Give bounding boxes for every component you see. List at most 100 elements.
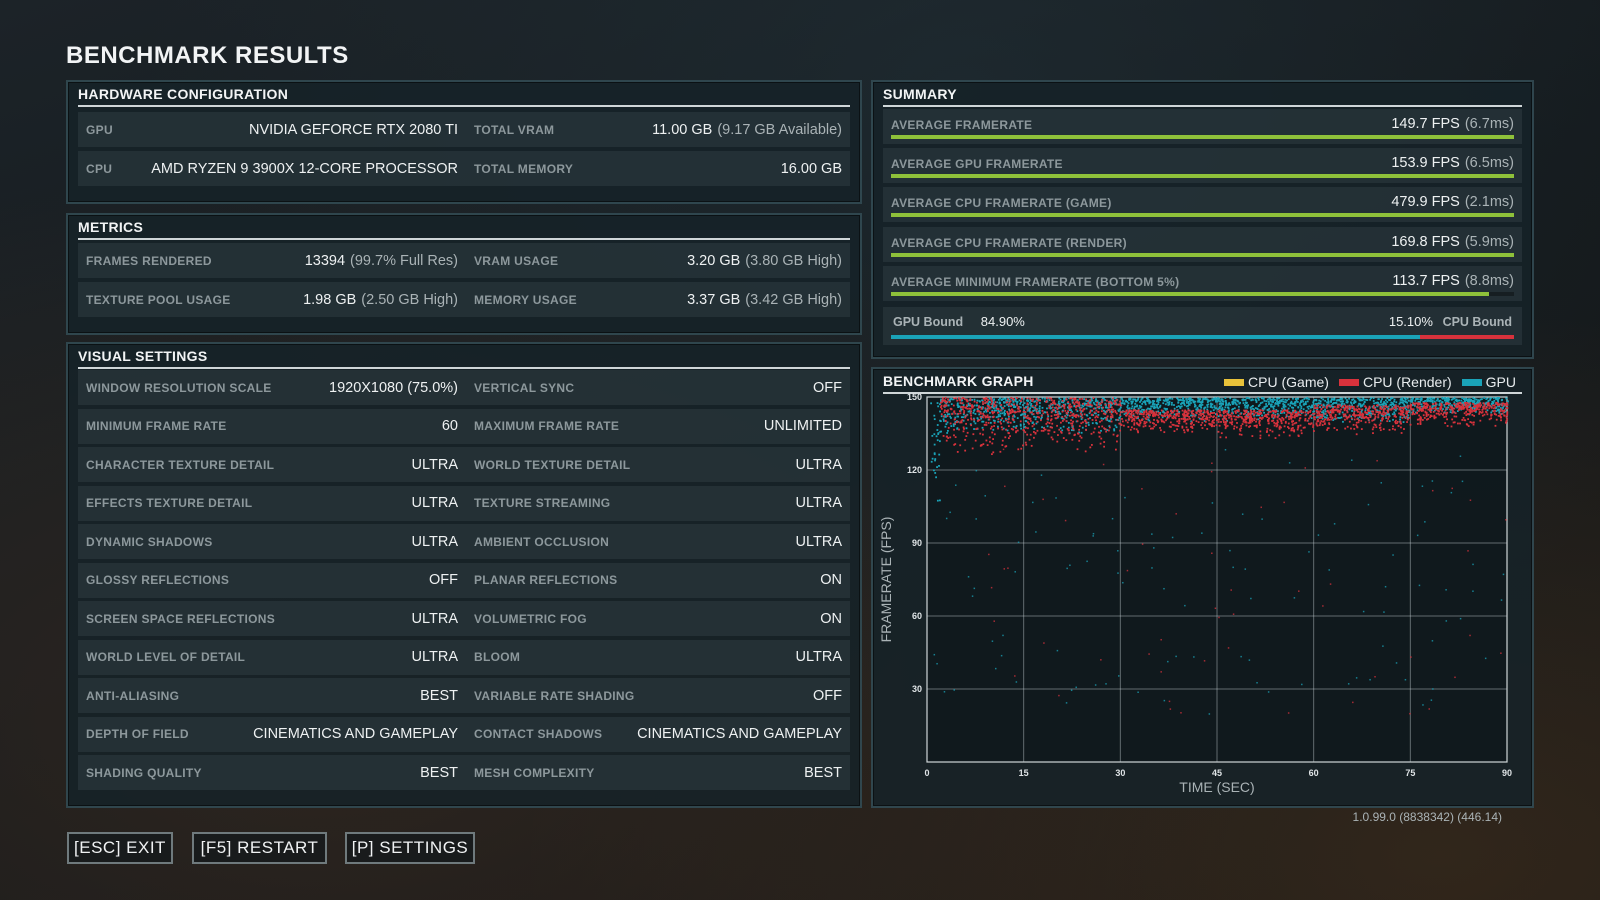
data-point-gpu [1147, 398, 1150, 401]
data-point-gpu [1375, 402, 1377, 404]
hardware-value: NVIDIA GEFORCE RTX 2080 TI [249, 112, 458, 147]
data-point-cpu-render [1100, 437, 1103, 440]
data-point-gpu [1479, 398, 1482, 401]
data-point-outlier [933, 653, 936, 656]
data-point-gpu [1153, 407, 1155, 409]
x-tick-label: 45 [1212, 768, 1222, 778]
data-point-cpu-render [1339, 404, 1341, 407]
data-point-gpu [1059, 427, 1062, 430]
data-point-cpu-render [1481, 414, 1484, 417]
data-point-gpu [1215, 397, 1218, 400]
data-point-gpu [973, 408, 976, 411]
data-point-cpu-render [1169, 413, 1171, 416]
data-point-gpu [1472, 397, 1475, 399]
data-point-cpu-render [1152, 414, 1154, 417]
data-point-gpu [936, 466, 938, 468]
data-point-cpu-render [1375, 426, 1378, 428]
data-point-cpu-render [1058, 428, 1061, 431]
data-point-cpu-render [1050, 436, 1053, 439]
data-point-cpu-render [1297, 411, 1300, 414]
data-point-gpu [1463, 398, 1466, 400]
data-point-cpu-render [1488, 407, 1491, 410]
data-point-gpu [1272, 406, 1275, 408]
data-point-outlier [1362, 610, 1365, 613]
data-point-cpu-render [1458, 407, 1461, 410]
data-point-cpu-render [1071, 438, 1074, 441]
data-point-cpu-render [1445, 406, 1448, 409]
data-point-cpu-render [1190, 425, 1193, 428]
data-point-cpu-render [1114, 409, 1117, 412]
data-point-gpu [1492, 397, 1495, 399]
data-point-cpu-render [947, 426, 950, 429]
data-point-outlier [1208, 713, 1211, 715]
data-point-gpu [1035, 422, 1038, 425]
data-point-outlier [1287, 712, 1290, 714]
data-point-cpu-render [1299, 414, 1302, 416]
data-point-gpu [1350, 401, 1352, 404]
data-point-cpu-render [1344, 427, 1347, 430]
data-point-cpu-render [982, 412, 985, 415]
data-point-cpu-render [1312, 413, 1314, 415]
data-point-gpu [1147, 407, 1149, 410]
data-point-outlier [1256, 682, 1258, 684]
data-point-cpu-render [1208, 413, 1211, 416]
data-point-gpu [1207, 399, 1209, 402]
data-point-gpu [956, 404, 959, 407]
data-point-gpu [1259, 402, 1262, 405]
data-point-cpu-render [978, 410, 981, 413]
data-point-cpu-render [1273, 421, 1276, 424]
data-point-cpu-render [1142, 415, 1145, 418]
data-point-gpu [1429, 400, 1432, 403]
data-point-gpu [1396, 407, 1398, 410]
data-point-cpu-render [1166, 411, 1169, 414]
exit-button[interactable]: [ESC] EXIT [67, 832, 173, 864]
data-point-cpu-render [1072, 401, 1075, 404]
data-point-gpu [1345, 401, 1348, 404]
data-point-gpu [1080, 418, 1083, 420]
setting-value: ULTRA [796, 524, 842, 559]
data-point-gpu [1473, 400, 1476, 403]
data-point-cpu-render [1425, 402, 1428, 405]
data-point-cpu-render [1492, 404, 1494, 407]
data-point-gpu [1400, 398, 1402, 400]
data-point-gpu [1299, 404, 1301, 407]
data-point-cpu-render [1009, 421, 1012, 424]
data-point-gpu [1159, 413, 1161, 416]
data-point-cpu-render [1407, 406, 1410, 409]
data-point-gpu [1008, 408, 1011, 411]
data-point-cpu-render [1452, 410, 1455, 413]
data-point-cpu-render [1172, 411, 1175, 414]
data-point-cpu-render [1033, 431, 1035, 433]
data-point-gpu [1007, 397, 1010, 400]
data-point-gpu [1505, 397, 1508, 400]
data-point-cpu-render [1167, 416, 1170, 419]
data-point-cpu-render [1028, 438, 1031, 441]
data-point-cpu-render [1358, 408, 1361, 411]
data-point-gpu [1012, 400, 1015, 403]
data-point-gpu [1229, 397, 1232, 400]
data-point-cpu-render [1200, 414, 1202, 417]
data-point-cpu-render [1505, 416, 1508, 419]
data-point-gpu [1126, 404, 1129, 407]
restart-button[interactable]: [F5] RESTART [192, 832, 327, 864]
data-point-cpu-render [1217, 421, 1220, 423]
data-point-cpu-render [988, 418, 991, 421]
data-point-cpu-render [1048, 406, 1051, 409]
data-point-cpu-render [986, 414, 989, 417]
setting-value-text: ULTRA [411, 610, 458, 627]
data-point-cpu-render [1128, 415, 1131, 418]
data-point-cpu-render [1280, 426, 1282, 429]
setting-value-text: CINEMATICS AND GAMEPLAY [637, 726, 842, 742]
data-point-gpu [1477, 399, 1480, 402]
data-point-cpu-render [1426, 405, 1429, 408]
data-point-cpu-render [1223, 415, 1226, 417]
data-point-cpu-render [1034, 406, 1036, 409]
data-point-cpu-render [1327, 427, 1330, 430]
data-point-gpu [1312, 403, 1315, 405]
data-point-cpu-render [1053, 414, 1056, 416]
data-point-gpu [1015, 398, 1017, 400]
data-point-cpu-render [1394, 404, 1397, 407]
settings-button[interactable]: [P] SETTINGS [345, 832, 475, 864]
data-point-gpu [1359, 404, 1362, 407]
